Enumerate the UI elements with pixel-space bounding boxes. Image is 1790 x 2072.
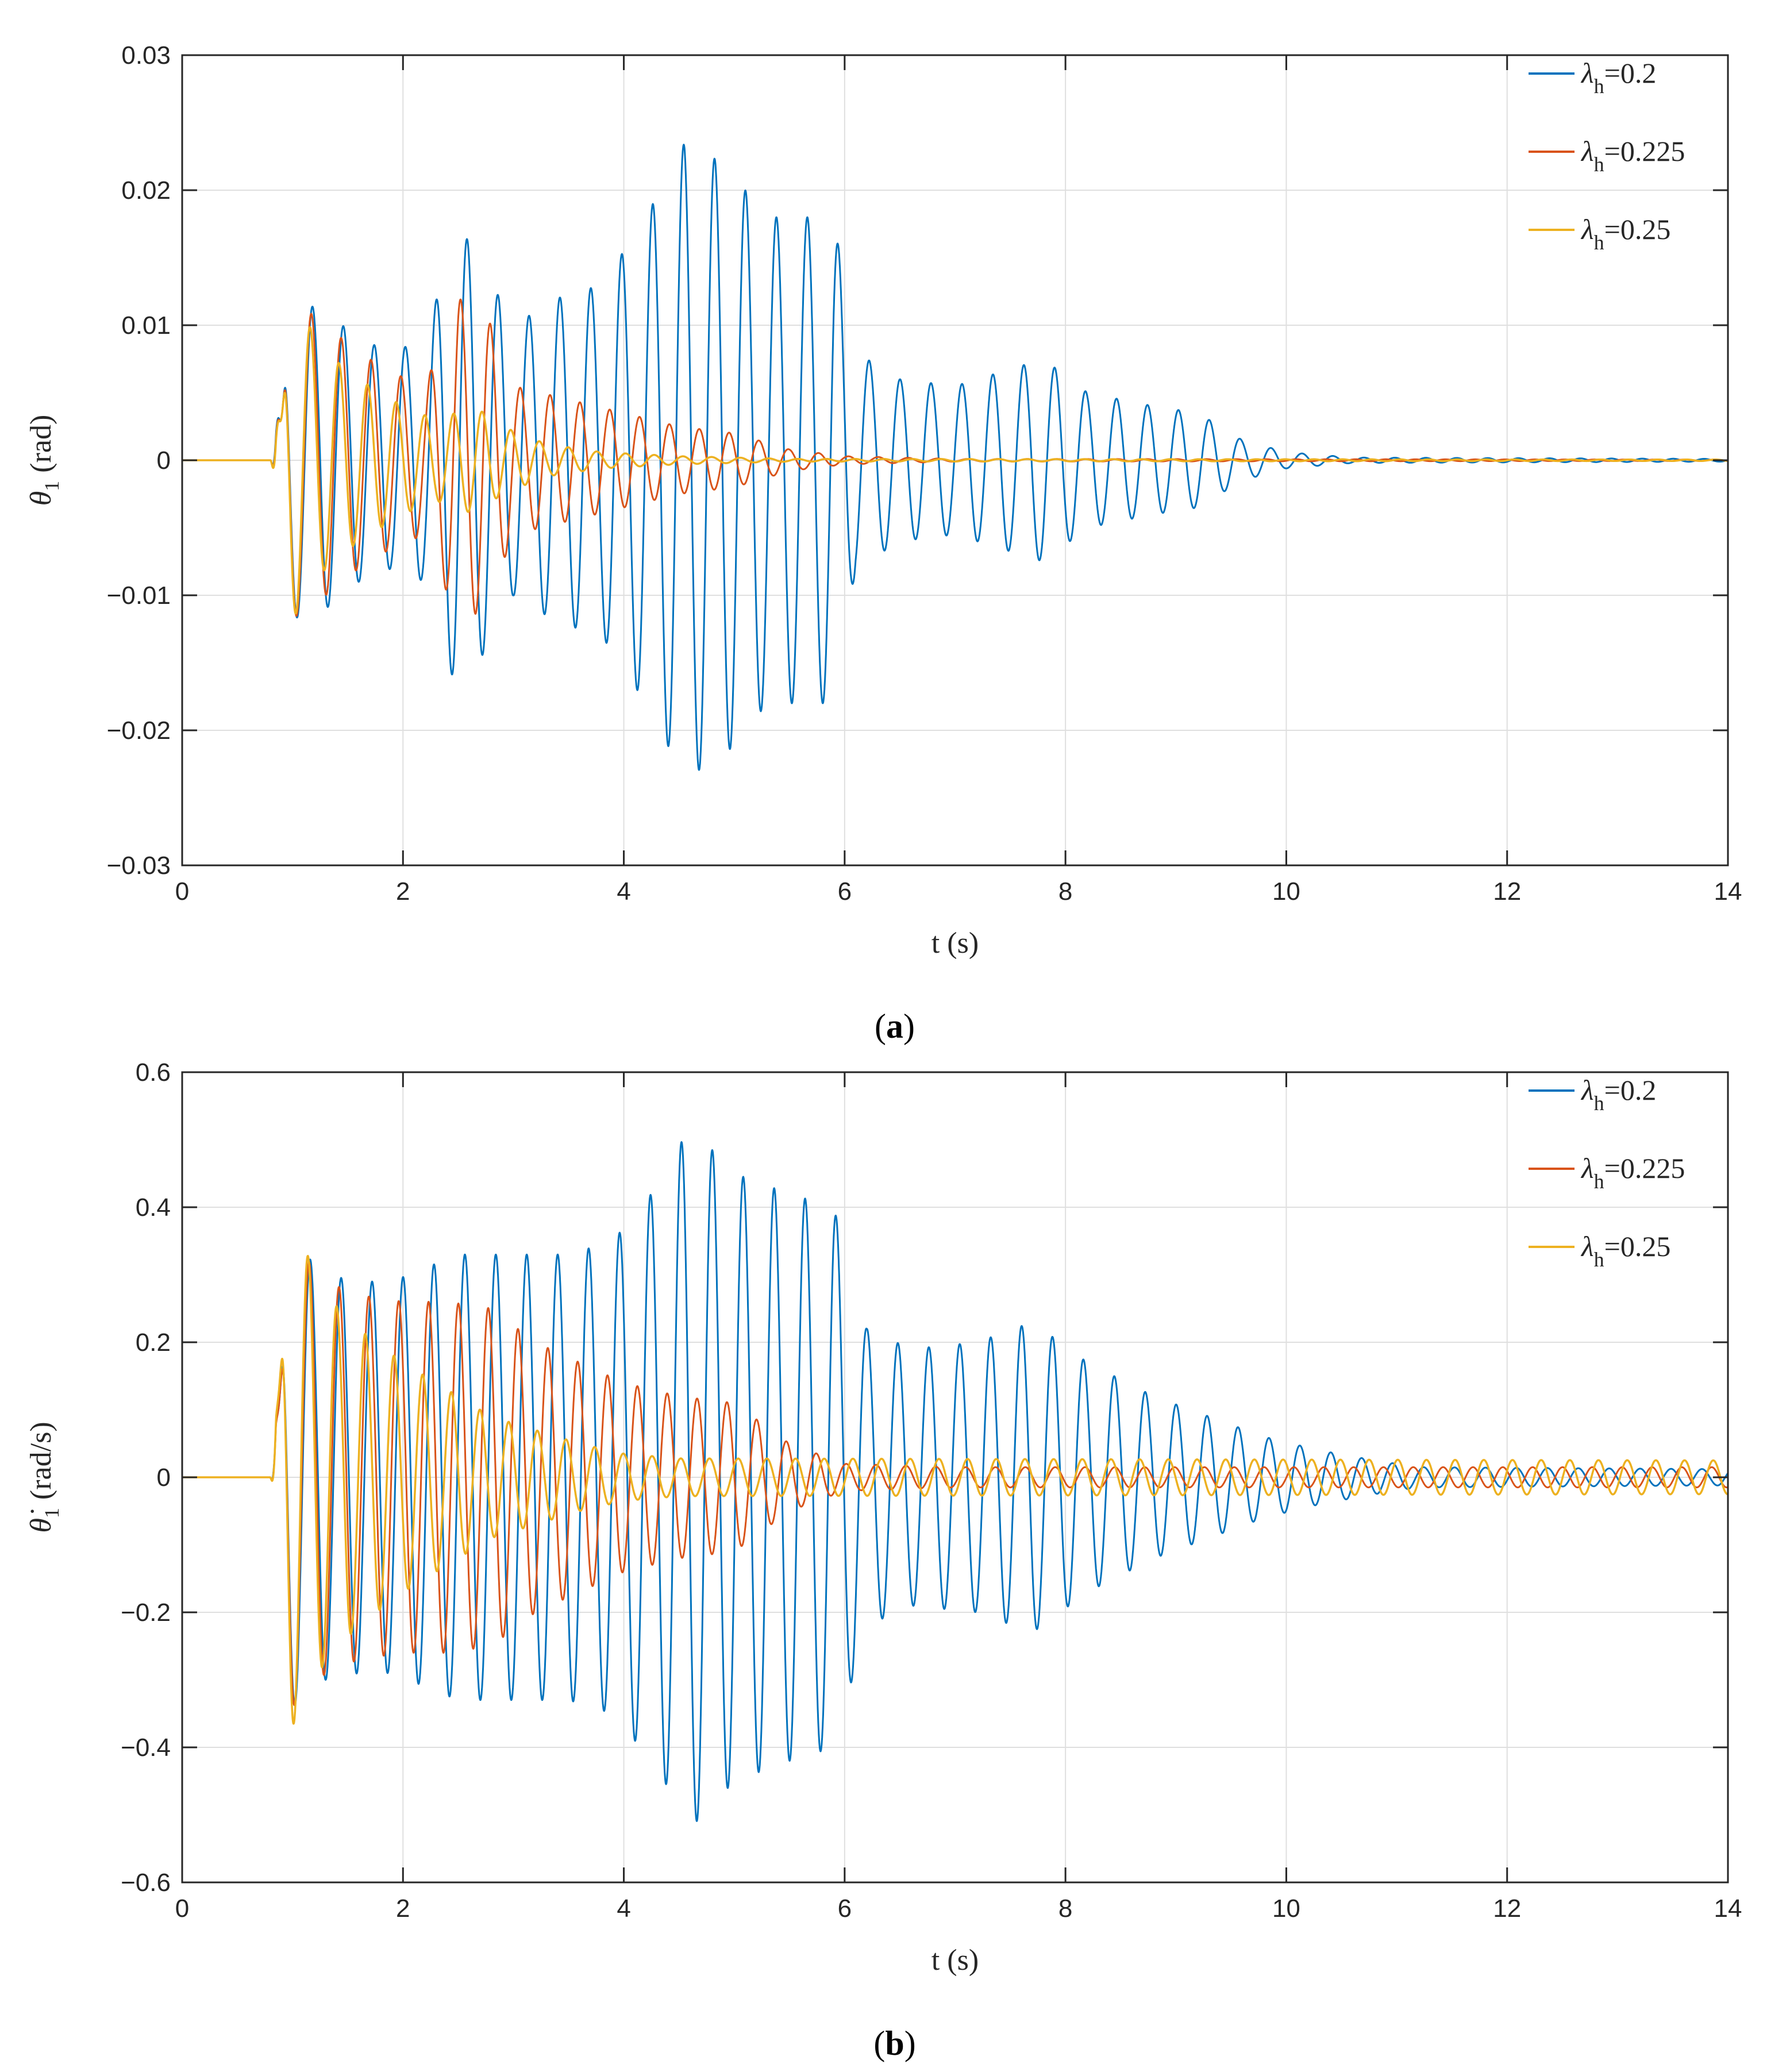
x-tick-label-a: 10 (1272, 877, 1300, 906)
y-tick-label-b: 0.4 (136, 1193, 171, 1222)
series-line-a-1 (181, 144, 1729, 771)
panel-b: 0 2 4 6 8 10 12 14−0.6−0.4−0.200.20.40.6 t (s) … (25, 1058, 1742, 2062)
legend-b-entry-1: λh=0.2 (1580, 1074, 1656, 1115)
legend-a-entry-3: λh=0.25 (1580, 213, 1670, 254)
y-label-symbol-a: θ (25, 491, 57, 506)
y-tick-label-b: −0.2 (121, 1599, 171, 1627)
y-axis-label-b: θ̇1(rad/s) (25, 1422, 63, 1532)
legend-b: λh=0.2 λh=0.225 λh=0.25 (1529, 1074, 1685, 1271)
x-tick-label-a: 4 (617, 877, 630, 906)
x-tick-label-a: 8 (1058, 877, 1072, 906)
x-tick-label-b: 10 (1272, 1894, 1300, 1923)
caption-a: (a) (875, 1007, 915, 1045)
x-tick-label-b: 12 (1493, 1894, 1521, 1923)
x-tick-label-b: 14 (1714, 1894, 1742, 1923)
legend-a-entry-1: λh=0.2 (1580, 57, 1656, 98)
x-tick-label-b: 6 (838, 1894, 852, 1923)
y-tick-label-a: −0.02 (107, 717, 171, 745)
x-tick-label-a: 2 (396, 877, 410, 906)
legend-a: λh=0.2 λh=0.225 λh=0.25 (1529, 57, 1685, 254)
x-tick-label-a: 6 (838, 877, 852, 906)
series-line-a-3 (181, 326, 1729, 615)
caption-b: (b) (873, 2024, 915, 2062)
legend-a-entry-2: λh=0.225 (1580, 135, 1685, 176)
y-tick-label-a: −0.03 (107, 852, 171, 880)
x-axis-label-a: t (s) (931, 927, 979, 960)
x-tick-label-b: 0 (175, 1894, 189, 1923)
x-tick-label-b: 4 (617, 1894, 630, 1923)
series-line-b-1 (181, 1141, 1729, 1822)
y-tick-label-a: 0.03 (121, 41, 171, 70)
y-label-unit-b: (rad/s) (25, 1422, 57, 1500)
y-axis-label-a: θ1 (rad) (25, 415, 63, 506)
x-tick-label-b: 2 (396, 1894, 410, 1923)
y-label-unit-a: (rad) (25, 415, 57, 473)
y-tick-label-a: 0 (157, 446, 171, 475)
y-tick-label-b: −0.4 (121, 1734, 171, 1762)
y-tick-label-b: 0.6 (136, 1058, 171, 1087)
svg-text:θ1(rad): θ1 (rad) (25, 415, 63, 506)
x-axis-label-b: t (s) (931, 1944, 979, 1977)
legend-b-entry-3: λh=0.25 (1580, 1230, 1670, 1271)
x-tick-label-a: 12 (1493, 877, 1521, 906)
y-label-sub-b: 1 (40, 1508, 63, 1518)
y-label-sub-a: 1 (40, 481, 63, 491)
ticks-b: 0 2 4 6 8 10 12 14 −0.6 −0.4 −0.2 0 0.2 0.4 0.6 (121, 1058, 1742, 1923)
x-tick-label-b: 8 (1058, 1894, 1072, 1923)
legend-b-entry-2: λh=0.225 (1580, 1152, 1685, 1193)
series-line-b-3 (181, 1254, 1729, 1725)
y-tick-label-b: 0 (157, 1464, 171, 1492)
svg-text:θ̇1(rad/s): θ̇1(rad/s) (25, 1422, 63, 1532)
y-tick-label-a: 0.02 (121, 176, 171, 205)
ticks-a: 0 2 4 6 8 10 12 14 −0.03 −0.02 −0.01 0 0.01 0.02 0.03 (107, 41, 1742, 906)
y-tick-label-b: 0.2 (136, 1328, 171, 1357)
series-line-b-2 (181, 1261, 1729, 1706)
y-tick-label-a: 0.01 (121, 311, 171, 340)
x-tick-label-a: 14 (1714, 877, 1742, 906)
x-tick-label-a: 0 (175, 877, 189, 906)
y-tick-label-b: −0.6 (121, 1869, 171, 1897)
panel-a: 0 2 4 6 8 10 12 14−0.03−0.02−0.0100.010.020.03 … (25, 41, 1742, 1045)
series-lines-a (181, 144, 1729, 771)
series-lines-b (181, 1141, 1729, 1822)
y-tick-label-a: −0.01 (107, 581, 171, 610)
grid-b (182, 1072, 1728, 1882)
